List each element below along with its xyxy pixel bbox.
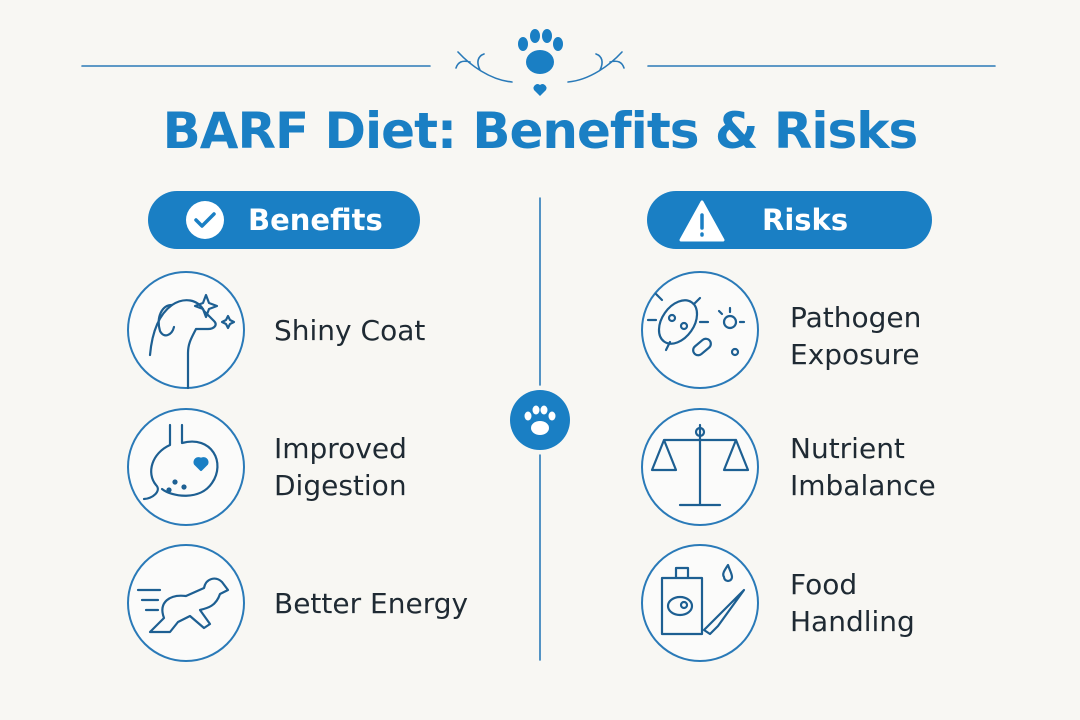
center-paw	[510, 390, 570, 450]
benefit-item: Improved Digestion	[274, 432, 407, 502]
risk-item: Food Handling	[790, 568, 915, 638]
stomach-icon	[142, 423, 219, 501]
cutting-board-icon	[660, 563, 746, 636]
risks-heading: Risks	[762, 203, 849, 237]
benefit-item: Better Energy	[274, 586, 469, 620]
scale-icon	[650, 423, 750, 507]
paw-ornament	[455, 29, 625, 96]
risk-item: Pathogen Exposure	[790, 301, 922, 371]
running-dog-icon	[136, 577, 230, 634]
title: BARF Diet: Benefits & Risks	[162, 102, 919, 160]
benefit-item: Shiny Coat	[274, 313, 426, 347]
benefits-heading: Benefits	[248, 203, 383, 237]
check-mark	[194, 212, 216, 228]
risk-item: Nutrient Imbalance	[790, 432, 936, 502]
dog-icon	[148, 293, 236, 390]
pathogen-icon	[646, 292, 746, 357]
check-icon	[186, 201, 224, 239]
